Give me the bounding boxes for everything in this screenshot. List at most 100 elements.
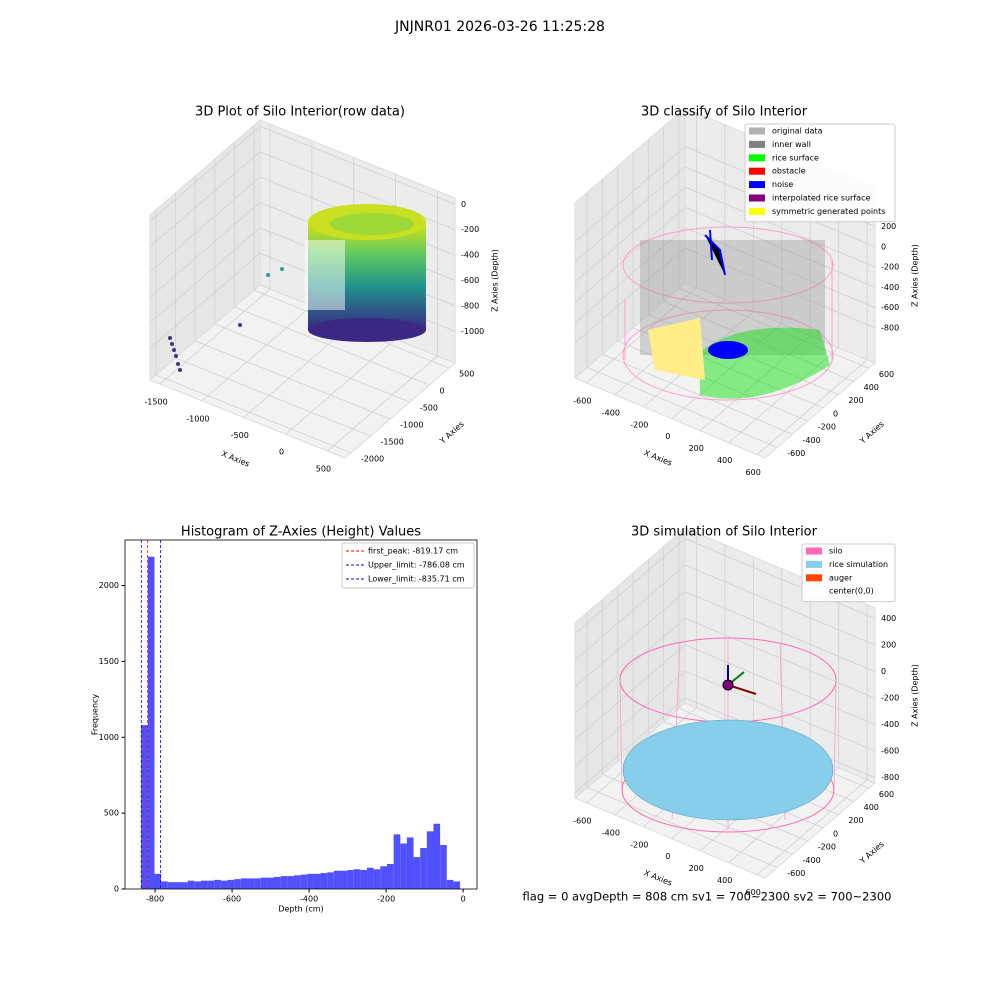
legend-swatch xyxy=(806,560,822,568)
grid-line xyxy=(678,287,870,369)
grid-line xyxy=(684,186,876,268)
y-tick-label: 1500 xyxy=(99,657,119,666)
y-tick-label: -400 xyxy=(803,436,821,445)
plot-frame xyxy=(124,539,478,890)
chart-title: Histogram of Z-Axies (Height) Values xyxy=(181,525,421,540)
bar xyxy=(433,823,441,889)
z-tick-label: -200 xyxy=(881,694,899,703)
z-axis-label: Z Axies (Depth) xyxy=(911,664,920,727)
y-tick-label: 1000 xyxy=(99,733,119,742)
simulation xyxy=(619,637,837,833)
legend-swatch xyxy=(806,574,822,582)
bar xyxy=(446,879,454,889)
bar xyxy=(320,873,328,889)
y-tick-label: -200 xyxy=(818,423,836,432)
grid-line xyxy=(617,340,808,422)
bar xyxy=(426,831,434,889)
legend-label: inner wall xyxy=(772,140,811,149)
noise-cluster xyxy=(708,341,748,359)
y-tick-label: 600 xyxy=(879,370,894,379)
bar xyxy=(240,878,248,889)
grid-line xyxy=(259,125,456,205)
legend-label: Lower_limit: -835.71 cm xyxy=(368,575,465,584)
bar xyxy=(420,848,427,889)
y-tick-label: 0 xyxy=(114,885,119,894)
silo-top xyxy=(622,226,834,304)
bar xyxy=(194,881,201,889)
chart-title: 3D classify of Silo Interior xyxy=(641,105,808,120)
bar xyxy=(386,863,394,889)
center-point xyxy=(722,679,734,691)
legend-swatch xyxy=(749,127,765,135)
bar xyxy=(313,873,321,889)
silo-base xyxy=(622,309,834,401)
legend-swatch xyxy=(806,587,822,595)
x-tick-label: 400 xyxy=(717,876,732,885)
x-tick-label: 0 xyxy=(279,448,284,457)
status-footer: flag = 0 avgDepth = 808 cm sv1 = 700~230… xyxy=(523,890,892,904)
x-tick-label: -1000 xyxy=(186,414,209,423)
grid-line xyxy=(327,355,438,452)
bar xyxy=(287,876,294,889)
bar xyxy=(167,882,175,889)
bar xyxy=(207,880,215,889)
z-tick-label: -1000 xyxy=(461,327,484,336)
y-tick-label: 200 xyxy=(848,396,863,405)
figure-title: JNJNR01 2026-03-26 11:25:28 xyxy=(394,19,605,35)
x-tick-label: -400 xyxy=(602,828,620,837)
y-tick-label: -2000 xyxy=(361,454,384,463)
x-tick-label: 500 xyxy=(316,464,331,473)
cloud-base xyxy=(308,318,426,342)
bar xyxy=(141,725,148,889)
grid-line xyxy=(684,670,876,752)
chart-title: 3D simulation of Silo Interior xyxy=(631,525,818,540)
bar xyxy=(274,876,281,889)
grid-line xyxy=(684,227,876,309)
y-tick-label: 0 xyxy=(833,829,838,838)
x-tick-label: -1500 xyxy=(144,398,167,407)
grid-line xyxy=(201,305,313,402)
grid-line xyxy=(684,247,876,329)
bar xyxy=(360,870,368,889)
z-tick-label: 200 xyxy=(881,641,896,650)
z-tick-label: 0 xyxy=(881,242,886,251)
bar xyxy=(293,875,301,889)
y-tick-label: -400 xyxy=(803,856,821,865)
bar xyxy=(353,869,361,889)
legend-label: Upper_limit: -786.08 cm xyxy=(368,561,465,570)
x-tick-label: 600 xyxy=(746,888,761,897)
bar xyxy=(340,870,348,889)
grid-line xyxy=(602,353,793,435)
bar xyxy=(453,881,461,889)
grid-line xyxy=(587,787,778,868)
bar xyxy=(227,879,235,889)
grid-line xyxy=(684,591,876,673)
legend-box xyxy=(744,123,896,223)
bar xyxy=(234,879,241,889)
grid-line xyxy=(159,288,271,385)
chart-title: 3D Plot of Silo Interior(row data) xyxy=(195,105,405,120)
bar xyxy=(174,882,182,889)
z-axis-label: Z Axies (Depth) xyxy=(911,244,920,307)
grid-line xyxy=(214,323,410,403)
grid-line xyxy=(684,564,876,646)
bar xyxy=(280,876,288,889)
legend-label: first_peak: -819.17 cm xyxy=(368,547,458,556)
x-tick-label: 0 xyxy=(665,852,670,861)
bar xyxy=(214,879,221,889)
bar xyxy=(440,844,447,889)
grid-line xyxy=(671,323,783,420)
z-tick-label: -800 xyxy=(881,773,899,782)
bar xyxy=(393,834,401,889)
x-tick-label: 600 xyxy=(746,468,761,477)
y-tick-label: -600 xyxy=(787,869,805,878)
x-tick-label: 0 xyxy=(665,432,670,441)
grid-line xyxy=(574,538,686,634)
raw-cloud xyxy=(168,204,426,372)
legend-swatch xyxy=(749,194,765,202)
y-tick-label: 500 xyxy=(104,809,119,818)
legend-label: rice surface xyxy=(772,153,819,162)
legend-box xyxy=(341,542,475,589)
symmetric-points xyxy=(648,318,705,380)
z-tick-label: 200 xyxy=(881,222,896,231)
